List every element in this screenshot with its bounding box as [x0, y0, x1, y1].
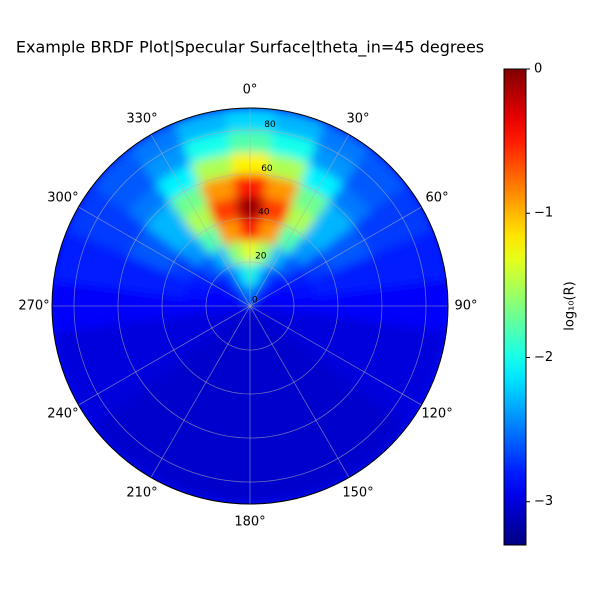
- theta-tick-label: 30°: [346, 111, 369, 126]
- theta-tick-label: 270°: [18, 299, 49, 314]
- r-tick-label: 20: [255, 252, 267, 262]
- colorbar-tick-label: −2: [534, 350, 553, 365]
- polar-frame: [51, 107, 449, 505]
- theta-tick-label: 0°: [243, 83, 258, 98]
- angular-grid-line: [249, 206, 422, 307]
- axis-labels: 0 20 40 60 80 0° 30° 60° 90° 120° 150° 180° 210° 240°…: [18, 83, 477, 530]
- colorbar-tick-label: −1: [534, 206, 553, 221]
- angular-grid-line: [78, 305, 251, 406]
- chart-title: Example BRDF Plot|Specular Surface|theta…: [16, 38, 484, 58]
- colorbar-axis: −3 −2 −1 0: [526, 62, 553, 509]
- angular-grid-line: [249, 305, 350, 478]
- theta-tick-label: 150°: [342, 486, 373, 501]
- r-tick-label: 0: [252, 296, 258, 306]
- theta-tick-label: 180°: [234, 515, 265, 530]
- colorbar-label: log₁₀(R): [563, 281, 578, 330]
- angular-grid-line: [150, 134, 251, 307]
- grid: [52, 108, 448, 504]
- angular-grid-line: [150, 305, 251, 478]
- theta-tick-label: 60°: [426, 191, 449, 206]
- theta-tick-label: 300°: [47, 191, 78, 206]
- r-tick-label: 60: [261, 164, 273, 174]
- theta-tick-label: 90°: [454, 299, 477, 314]
- colorbar-frame: [503, 68, 527, 546]
- angular-grid-line: [249, 134, 350, 307]
- colorbar-tick-label: 0: [534, 62, 542, 77]
- theta-tick-label: 210°: [126, 486, 157, 501]
- r-tick-label: 40: [258, 208, 270, 218]
- theta-tick-label: 120°: [421, 407, 452, 422]
- angular-grid-line: [249, 305, 422, 406]
- colorbar: [504, 69, 526, 545]
- angular-grid-line: [78, 206, 251, 307]
- theta-tick-label: 330°: [126, 111, 157, 126]
- r-tick-label: 80: [264, 120, 276, 130]
- colorbar-tick-label: −3: [534, 494, 553, 509]
- theta-tick-label: 240°: [47, 407, 78, 422]
